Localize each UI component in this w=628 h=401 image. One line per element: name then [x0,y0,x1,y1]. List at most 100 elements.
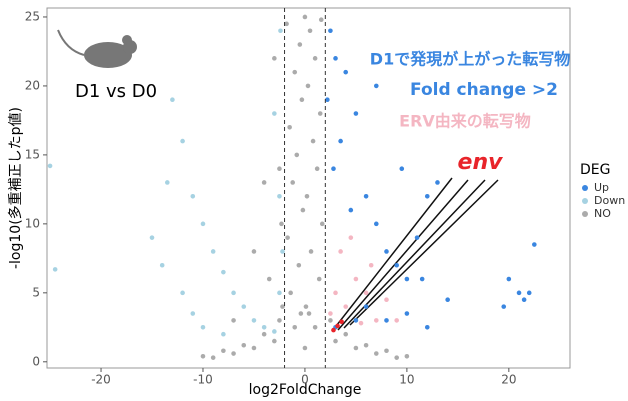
point [358,320,364,326]
point [284,21,289,27]
point [251,345,257,351]
point [328,28,333,34]
point [348,235,354,240]
point [404,353,410,359]
point [190,193,196,199]
point [165,180,170,185]
point [292,69,298,75]
point [373,221,379,227]
legend-label: Up [594,181,609,194]
point [47,163,53,169]
x-tick-label: -20 [91,373,111,387]
point [261,325,267,330]
point [272,111,277,116]
point [521,297,527,303]
point [292,325,298,330]
point [297,42,303,47]
point [272,338,277,344]
point [300,207,306,213]
legend-label: NO [594,207,611,220]
x-axis-label: log2FoldChange [249,382,362,398]
point [251,249,257,254]
point [231,290,236,296]
point [266,276,272,282]
point [373,83,379,89]
point [200,353,206,359]
point [180,138,185,144]
panel-border [46,7,571,369]
mouse-icon [57,29,137,68]
legend-title: DEG [580,162,610,178]
point [279,221,284,227]
point [384,249,389,254]
point [343,304,349,309]
point [506,276,512,282]
point [353,276,359,282]
point [280,249,285,254]
point [302,345,308,351]
point [296,262,302,268]
point [305,83,311,89]
point [190,311,196,316]
point [307,28,313,34]
point [316,276,322,282]
point [445,297,450,303]
point [200,325,206,330]
point [294,152,300,158]
point [149,235,155,240]
point [394,355,399,360]
point [231,318,236,323]
point [348,207,354,213]
point [435,180,440,185]
point [290,180,295,185]
y-tick-label: 10 [25,216,40,230]
legend-swatch [582,198,588,204]
point [299,97,305,103]
point [159,262,165,268]
y-tick-label: 5 [32,285,40,299]
point [363,304,369,309]
point [241,304,247,309]
point [277,166,282,171]
point [318,17,324,23]
annotation: D1 vs D0 [75,81,157,102]
point [373,318,379,323]
point [368,262,374,268]
x-tick-label: 10 [399,373,414,387]
point [419,276,425,282]
point [287,125,292,130]
point [404,311,410,316]
point [325,97,330,103]
point [310,138,316,144]
point [308,249,314,254]
point [333,290,338,296]
env-pointers [332,177,499,331]
y-tick-label: 25 [25,9,40,23]
point [363,193,369,199]
point [312,56,318,61]
point [221,331,226,337]
x-tick-label: -10 [193,373,213,387]
point [343,331,349,337]
point [261,331,267,337]
point [278,28,283,34]
point [384,348,389,354]
annotation: env [458,150,504,175]
point [384,297,389,303]
point [180,290,185,296]
point [331,327,336,333]
point [210,249,216,254]
point [343,69,349,75]
point [335,323,340,329]
point [200,221,206,227]
annotation: ERV由来の転写物 [399,112,531,131]
annotation: Fold change >2 [410,80,558,100]
y-axis-label: -log10(多重補正したp値) [7,107,24,269]
point [52,267,58,272]
point [333,338,338,344]
point [298,311,304,316]
point [353,318,359,323]
points [47,14,537,360]
legend-swatch [582,211,588,217]
